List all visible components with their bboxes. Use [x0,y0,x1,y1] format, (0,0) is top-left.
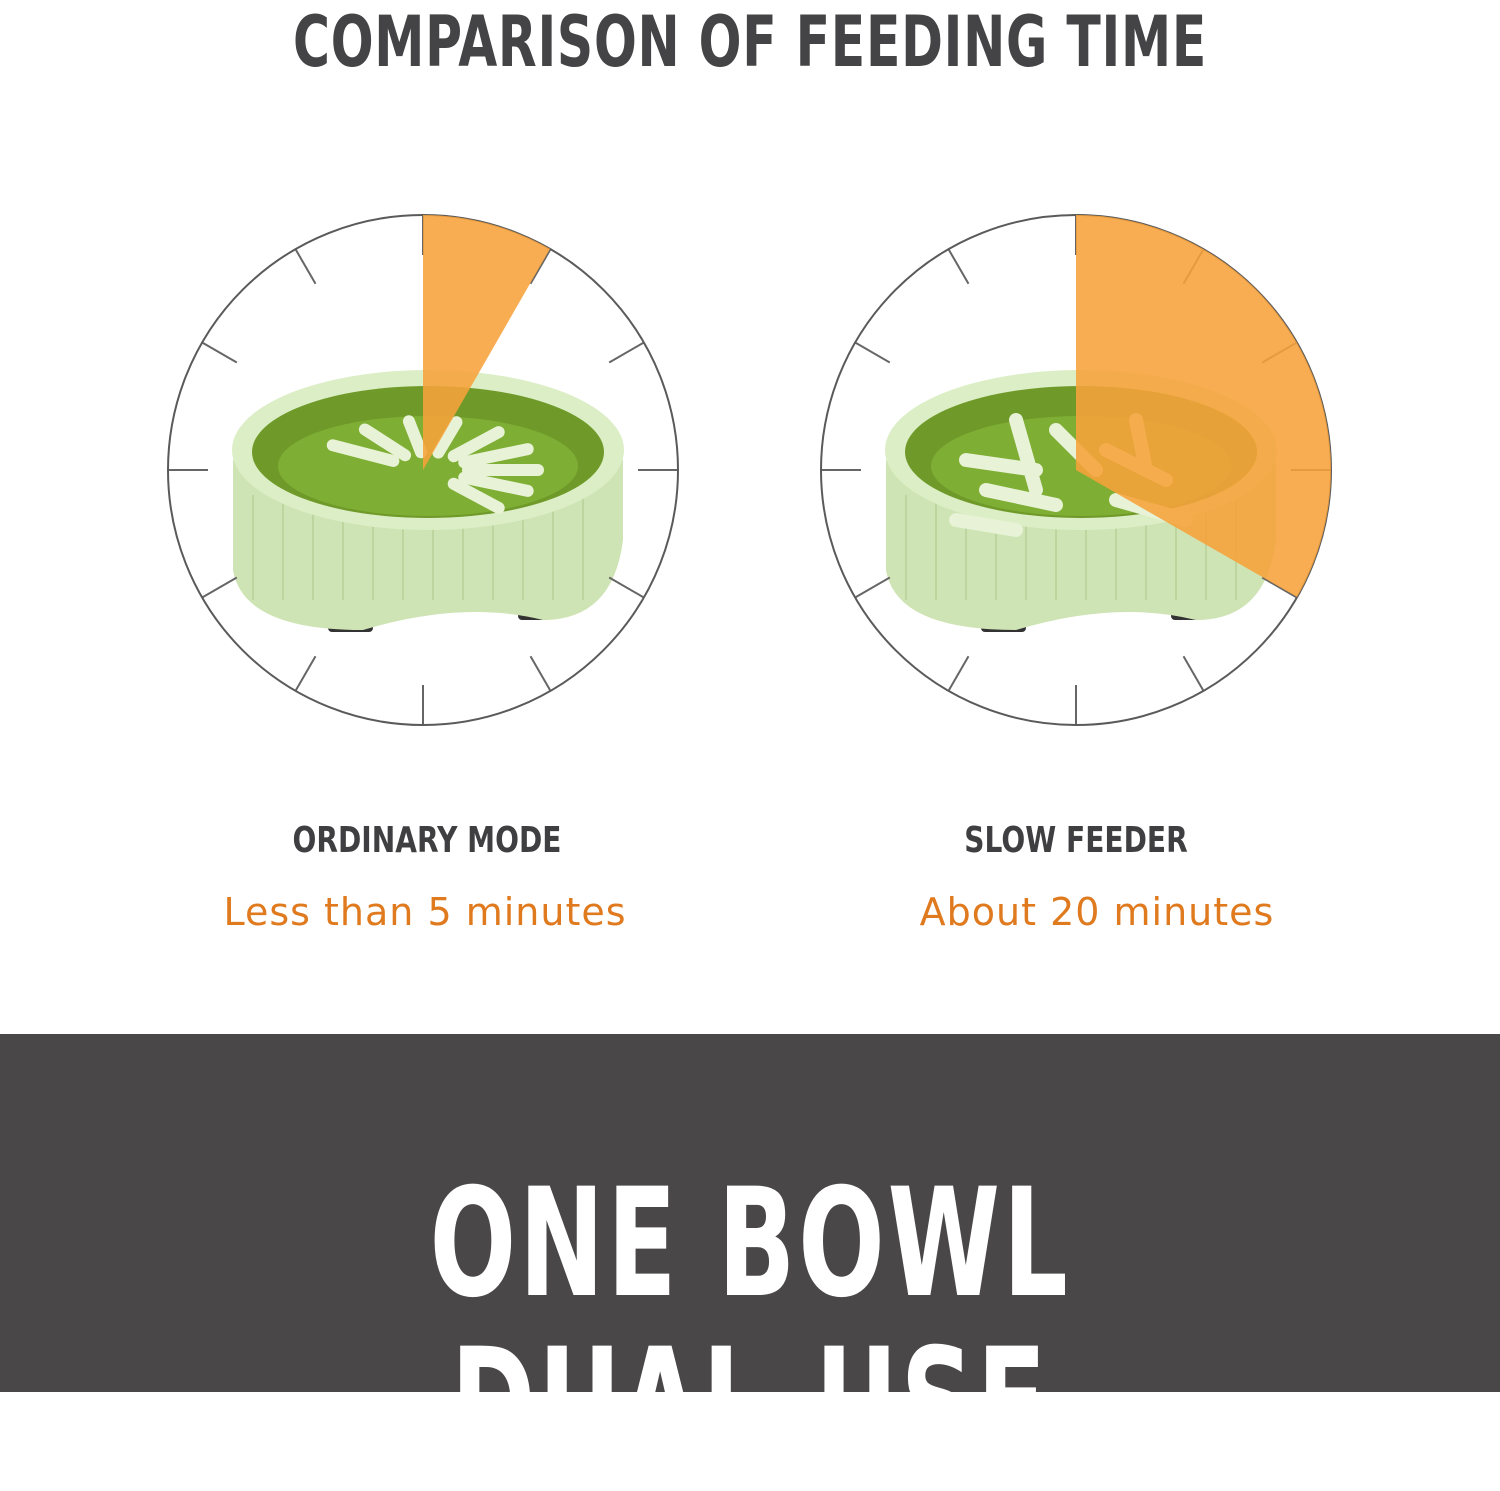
slow-feeder-time: About 20 minutes [919,890,1275,934]
bottom-banner: ONE BOWL DUAL-USE [0,1034,1500,1484]
time-slice [423,215,551,470]
page-title: COMPARISON OF FEEDING TIME [293,1,1207,83]
ordinary-mode-dial-graphic [167,214,679,726]
ordinary-mode-label: ORDINARY MODE [292,820,562,861]
ordinary-mode-dial [143,190,703,750]
slow-feeder-label: SLOW FEEDER [964,820,1188,861]
slow-feeder-dial [796,190,1356,750]
banner-text: ONE BOWL DUAL-USE [429,1157,1071,1491]
dial-ticks [168,215,678,725]
slow-feeder-dial-graphic [820,214,1332,726]
ordinary-mode-time: Less than 5 minutes [223,890,627,934]
time-slice [1076,215,1331,598]
bowl-image [232,370,624,632]
